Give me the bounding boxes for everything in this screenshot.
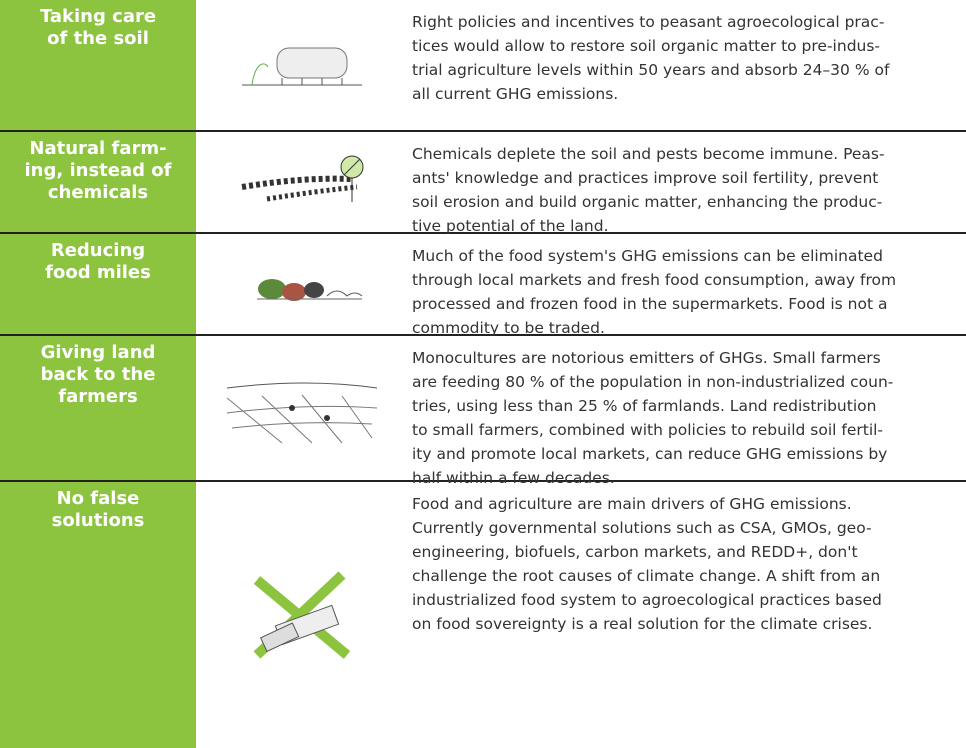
text-line: on food sovereignty is a real solution f… (412, 615, 873, 633)
illustration (196, 132, 408, 232)
text-line: ants' knowledge and practices improve so… (412, 169, 879, 187)
title-line: back to the (40, 364, 156, 385)
text-line: commodity to be traded. (412, 319, 605, 337)
title-line: Giving land (40, 342, 156, 363)
text-line: to small farmers, combined with policies… (412, 421, 884, 439)
title-line: chemicals (47, 182, 149, 203)
text-line: engineering, biofuels, carbon markets, a… (412, 543, 858, 561)
row-text: Monocultures are notorious emitters of G… (408, 336, 966, 487)
text-line: industrialized food system to agroecolog… (412, 591, 882, 609)
illustration (196, 0, 408, 130)
text-line: tices would allow to restore soil organi… (412, 37, 881, 55)
illustration (196, 234, 408, 334)
illustration (196, 336, 408, 480)
title-line: food miles (45, 262, 151, 283)
title-line: No false (56, 488, 140, 509)
table-row: Reducing food miles Much of the food syste… (0, 232, 966, 337)
row-title: Giving land back to the farmers (0, 336, 196, 480)
text-line: challenge the root causes of climate cha… (412, 567, 881, 585)
title-line: farmers (58, 386, 138, 407)
row-text: Chemicals deplete the soil and pests bec… (408, 132, 966, 235)
text-line: trial agriculture levels within 50 years… (412, 61, 890, 79)
text-line: are feeding 80 % of the population in no… (412, 373, 894, 391)
text-line: all current GHG emissions. (412, 85, 619, 103)
table-row: Taking care of the soil Right policies and… (0, 0, 966, 130)
text-line: Currently governmental solutions such as… (412, 519, 872, 537)
title-line: Taking care (39, 6, 157, 27)
title-line: solutions (51, 510, 145, 531)
row-text: Much of the food system's GHG emissions … (408, 234, 966, 337)
illustration (196, 482, 408, 748)
text-line: through local markets and fresh food con… (412, 271, 897, 289)
table-row: Giving land back to the farmers Monoculture… (0, 334, 966, 487)
text-line: soil erosion and build organic matter, e… (412, 193, 883, 211)
text-line: Much of the food system's GHG emissions … (412, 247, 883, 265)
row-text: Right policies and incentives to peasant… (408, 0, 966, 130)
row-title: Taking care of the soil (0, 0, 196, 130)
row-title: No false solutions (0, 482, 196, 748)
title-line: ing, instead of (24, 160, 172, 181)
text-line: ity and promote local markets, can reduc… (412, 445, 888, 463)
text-line: tive potential of the land. (412, 217, 609, 235)
title-line: of the soil (47, 28, 149, 49)
text-line: tries, using less than 25 % of farmlands… (412, 397, 877, 415)
text-line: Chemicals deplete the soil and pests bec… (412, 145, 885, 163)
title-line: Natural farm- (29, 138, 167, 159)
row-title: Reducing food miles (0, 234, 196, 334)
text-line: Right policies and incentives to peasant… (412, 13, 885, 31)
row-text: Food and agriculture are main drivers of… (408, 482, 966, 748)
text-line: processed and frozen food in the superma… (412, 295, 888, 313)
text-line: Food and agriculture are main drivers of… (412, 495, 852, 513)
table-row: Natural farm-ing, instead of chemicals Che… (0, 130, 966, 235)
text-line: half within a few decades. (412, 469, 615, 487)
row-title: Natural farm-ing, instead of chemicals (0, 132, 196, 232)
title-line: Reducing (50, 240, 146, 261)
table-row: No false solutions Food and agriculture ar… (0, 480, 966, 748)
text-line: Monocultures are notorious emitters of G… (412, 349, 881, 367)
